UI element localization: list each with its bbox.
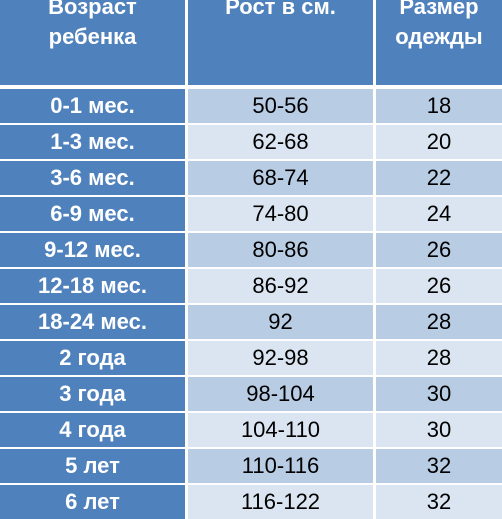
table-row: 4 года 104-110 30 (0, 413, 502, 447)
cell-size: 32 (376, 485, 502, 519)
cell-size: 24 (376, 197, 502, 231)
cell-height: 86-92 (188, 269, 373, 303)
table-row: 6-9 мес. 74-80 24 (0, 197, 502, 231)
cell-height: 62-68 (188, 125, 373, 159)
cell-age: 3 года (0, 377, 185, 411)
cell-age: 6 лет (0, 485, 185, 519)
table-row: 1-3 мес. 62-68 20 (0, 125, 502, 159)
column-divider (373, 0, 376, 85)
cell-size: 18 (376, 89, 502, 123)
cell-height: 98-104 (188, 377, 373, 411)
cell-size: 28 (376, 341, 502, 375)
cell-height: 68-74 (188, 161, 373, 195)
cell-age: 0-1 мес. (0, 89, 185, 123)
table-row: 12-18 мес. 86-92 26 (0, 269, 502, 303)
table-row: 3 года 98-104 30 (0, 377, 502, 411)
row-divider (0, 483, 502, 485)
header-size: Размер одежды (395, 0, 483, 49)
cell-height: 110-116 (188, 449, 373, 483)
table-row: 6 лет 116-122 32 (0, 485, 502, 519)
cell-size: 30 (376, 413, 502, 447)
cell-size: 22 (376, 161, 502, 195)
cell-age: 12-18 мес. (0, 269, 185, 303)
table-row: 0-1 мес. 50-56 18 (0, 89, 502, 123)
cell-height: 116-122 (188, 485, 373, 519)
cell-height: 80-86 (188, 233, 373, 267)
row-divider (0, 411, 502, 413)
cell-size: 32 (376, 449, 502, 483)
cell-age: 18-24 мес. (0, 305, 185, 339)
cell-height: 92 (188, 305, 373, 339)
header-divider (0, 85, 502, 89)
row-divider (0, 195, 502, 197)
column-divider (185, 0, 188, 85)
cell-age: 6-9 мес. (0, 197, 185, 231)
cell-size: 26 (376, 233, 502, 267)
cell-age: 2 года (0, 341, 185, 375)
table-row: 2 года 92-98 28 (0, 341, 502, 375)
cell-height: 92-98 (188, 341, 373, 375)
table-row: 18-24 мес. 92 28 (0, 305, 502, 339)
table-header: Возраст ребенка Рост в см. Размер одежды (0, 0, 502, 85)
row-divider (0, 339, 502, 341)
cell-size: 30 (376, 377, 502, 411)
row-divider (0, 159, 502, 161)
row-divider (0, 267, 502, 269)
cell-age: 1-3 мес. (0, 125, 185, 159)
cell-size: 26 (376, 269, 502, 303)
row-divider (0, 123, 502, 125)
table-row: 5 лет 110-116 32 (0, 449, 502, 483)
cell-size: 28 (376, 305, 502, 339)
row-divider (0, 231, 502, 233)
cell-age: 9-12 мес. (0, 233, 185, 267)
cell-size: 20 (376, 125, 502, 159)
row-divider (0, 447, 502, 449)
table-row: 9-12 мес. 80-86 26 (0, 233, 502, 267)
cell-age: 4 года (0, 413, 185, 447)
header-height: Рост в см. (225, 0, 336, 19)
cell-age: 3-6 мес. (0, 161, 185, 195)
cell-height: 50-56 (188, 89, 373, 123)
table-row: 3-6 мес. 68-74 22 (0, 161, 502, 195)
cell-height: 104-110 (188, 413, 373, 447)
row-divider (0, 375, 502, 377)
cell-height: 74-80 (188, 197, 373, 231)
header-age: Возраст ребенка (48, 0, 137, 49)
cell-age: 5 лет (0, 449, 185, 483)
row-divider (0, 303, 502, 305)
